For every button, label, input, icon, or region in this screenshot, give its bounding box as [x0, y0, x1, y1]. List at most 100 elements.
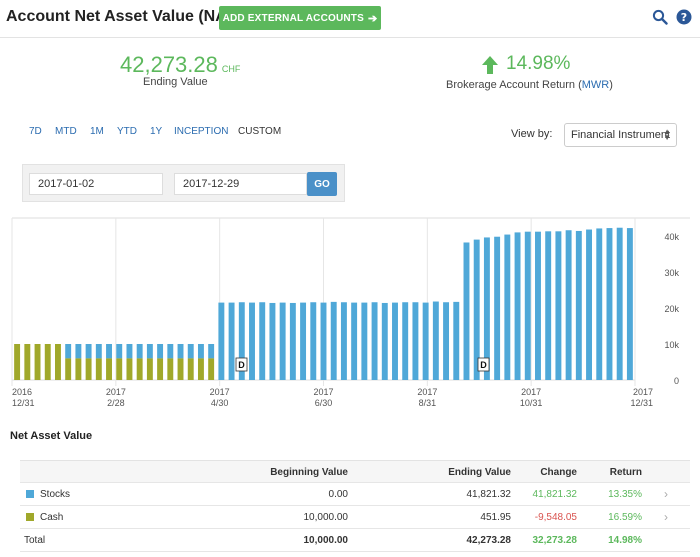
stocks-bar — [351, 302, 358, 380]
help-icon[interactable]: ? — [676, 9, 692, 25]
range-1y[interactable]: 1Y — [150, 126, 163, 137]
x-tick-year: 2017 — [633, 387, 653, 397]
stocks-bar — [238, 302, 245, 380]
x-tick-date: 4/30 — [211, 398, 229, 408]
row-change: 32,273.28 — [532, 535, 578, 546]
stocks-bar — [65, 344, 72, 359]
cash-bar — [75, 358, 82, 380]
svg-text:?: ? — [681, 11, 687, 24]
stocks-bar — [126, 344, 133, 359]
stocks-bar — [330, 301, 337, 380]
stocks-bar — [269, 302, 276, 380]
stocks-bar — [218, 302, 225, 380]
stocks-bar — [616, 227, 623, 380]
x-tick-year: 2017 — [417, 387, 437, 397]
table-header: Beginning Value Ending Value Change Retu… — [20, 460, 690, 483]
stocks-bar — [412, 302, 419, 380]
cash-bar — [146, 358, 153, 380]
stocks-bar — [279, 302, 286, 380]
col-beginning-value: Beginning Value — [270, 467, 348, 478]
table-row-cash[interactable]: Cash 10,000.00 451.95 -9,548.05 16.59% › — [20, 506, 690, 529]
cash-bar — [65, 358, 72, 380]
x-tick-year: 2017 — [106, 387, 126, 397]
stocks-bar — [494, 236, 501, 380]
end-date-input[interactable]: 2017-12-29 — [174, 173, 307, 195]
stocks-bar — [596, 228, 603, 380]
go-button[interactable]: GO — [307, 172, 337, 196]
brokerage-return-value: 14.98% — [506, 53, 571, 74]
stocks-bar — [514, 232, 521, 380]
chevron-right-icon[interactable]: › — [664, 510, 668, 524]
cash-bar — [116, 358, 123, 380]
cash-bar — [136, 358, 143, 380]
cash-bar — [44, 344, 51, 380]
cash-bar — [197, 358, 204, 380]
stocks-bar — [473, 239, 480, 380]
x-tick-year: 2017 — [521, 387, 541, 397]
cash-swatch — [26, 513, 34, 521]
range-7d[interactable]: 7D — [29, 126, 42, 137]
row-ending: 451.95 — [480, 512, 511, 523]
stocks-bar — [586, 229, 593, 380]
stocks-bar — [626, 228, 633, 380]
col-return: Return — [609, 467, 642, 478]
stocks-bar — [443, 302, 450, 380]
custom-date-range: 2017-01-02 2017-12-29 GO — [22, 164, 345, 202]
cash-bar — [187, 358, 194, 380]
x-axis-ticks: 201612/3120172/2820174/3020176/3020178/3… — [12, 387, 653, 408]
range-custom[interactable]: CUSTOM — [238, 126, 282, 137]
cash-bar — [85, 358, 92, 380]
row-beginning: 10,000.00 — [303, 512, 349, 523]
dividend-marker: D — [235, 357, 248, 372]
stocks-bar — [392, 302, 398, 380]
ending-value: 42,273.28 CHF — [120, 52, 240, 78]
stocks-bar — [432, 301, 439, 380]
cash-bar — [177, 358, 184, 380]
stocks-bar — [95, 344, 102, 359]
stocks-bar — [524, 231, 531, 380]
add-external-accounts-button[interactable]: ADD EXTERNAL ACCOUNTS ➔ — [219, 6, 381, 30]
row-name: Cash — [40, 512, 64, 523]
range-ytd[interactable]: YTD — [117, 126, 137, 137]
stocks-bar — [136, 344, 143, 359]
stocks-bar — [197, 344, 204, 359]
dividend-marker-box — [235, 357, 248, 372]
view-by-select[interactable]: Financial Instrument ▲ ▼ — [564, 123, 677, 147]
cash-bar — [126, 358, 133, 380]
range-inception[interactable]: INCEPTION — [174, 126, 229, 137]
cash-bar — [157, 358, 164, 380]
col-change: Change — [540, 467, 577, 478]
row-return: 14.98% — [608, 535, 642, 546]
search-icon[interactable] — [652, 9, 668, 25]
brokerage-return-text-end: ) — [609, 79, 613, 91]
x-tick-date: 12/31 — [630, 398, 653, 408]
start-date-input[interactable]: 2017-01-02 — [29, 173, 163, 195]
dividend-marker-label: D — [238, 360, 245, 370]
x-tick-year: 2017 — [210, 387, 230, 397]
row-change: 41,821.32 — [532, 489, 578, 500]
x-tick-date: 12/31 — [12, 398, 35, 408]
nav-section-title: Net Asset Value — [10, 430, 93, 442]
table-row-stocks[interactable]: Stocks 0.00 41,821.32 41,821.32 13.35% › — [20, 483, 690, 506]
stocks-bar — [75, 344, 82, 359]
row-beginning: 0.00 — [328, 489, 348, 500]
stocks-bar — [106, 344, 112, 359]
stocks-bar — [208, 344, 215, 359]
table-row-total: Total 10,000.00 42,273.28 32,273.28 14.9… — [20, 529, 690, 552]
row-beginning: 10,000.00 — [303, 535, 349, 546]
stocks-bar — [453, 301, 460, 380]
row-name: Total — [24, 535, 46, 546]
ending-value-label: Ending Value — [143, 76, 208, 88]
cash-bar — [95, 358, 102, 380]
stocks-swatch — [26, 490, 34, 498]
stocks-bar — [504, 234, 511, 380]
stocks-bar — [565, 230, 572, 380]
cash-bar — [24, 344, 31, 380]
stocks-bar — [402, 302, 409, 380]
range-mtd[interactable]: MTD — [55, 126, 77, 137]
mwr-link[interactable]: MWR — [581, 79, 610, 91]
range-1m[interactable]: 1M — [90, 126, 104, 137]
select-caret-icon: ▲ ▼ — [663, 127, 671, 142]
chevron-right-icon[interactable]: › — [664, 487, 668, 501]
stocks-bar — [167, 344, 174, 359]
